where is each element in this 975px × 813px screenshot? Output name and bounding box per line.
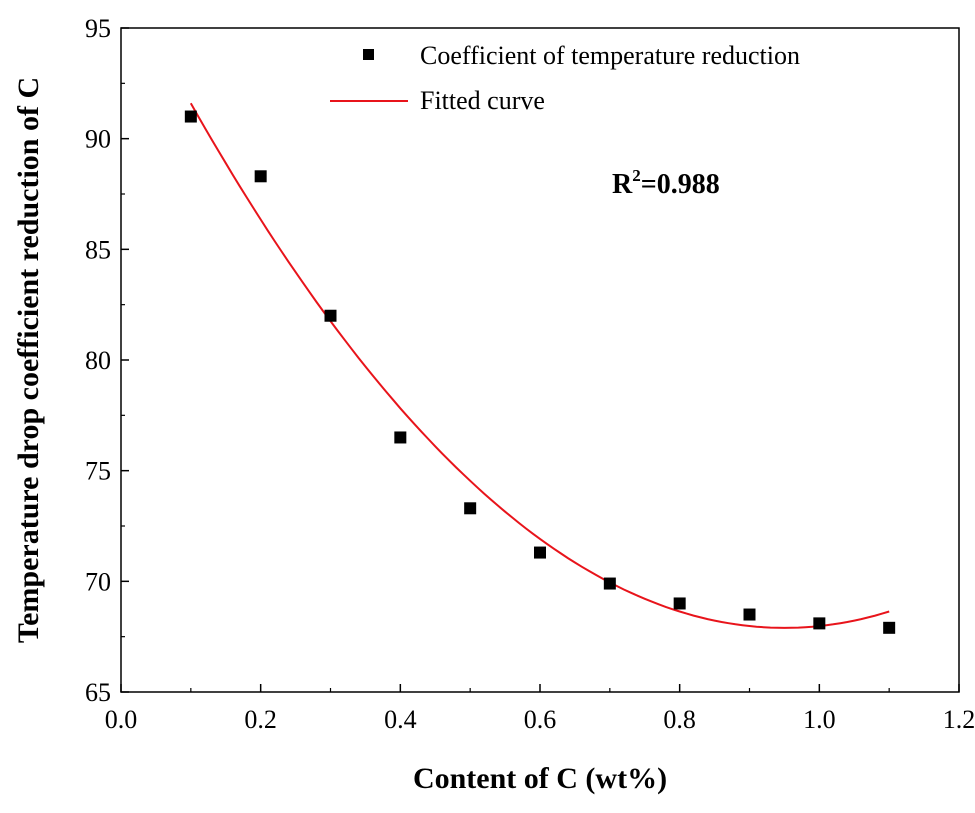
r-superscript: 2 [632,166,641,185]
data-point [673,597,686,610]
data-point [324,309,337,322]
data-point [813,617,826,630]
data-point [603,577,616,590]
y-tick-label: 80 [85,346,111,375]
marks-layer [184,102,896,634]
plot-frame [120,27,960,693]
y-tick-label: 85 [85,235,111,264]
fitted-curve-line [189,102,890,629]
legend-label-fit: Fitted curve [420,86,545,115]
y-axis-label: Temperature drop coefficient reduction o… [12,77,45,643]
legend: Coefficient of temperature reduction Fit… [330,41,800,115]
y-axis: 65 70 75 80 85 90 95 [85,14,129,707]
data-point [464,502,477,515]
y-tick-label: 90 [85,125,111,154]
x-tick-label: 1.2 [943,705,975,734]
data-point [743,608,756,621]
x-tick-label: 0.4 [384,705,417,734]
x-axis-label: Content of C (wt%) [413,762,667,795]
r-value: =0.988 [641,169,720,200]
r-label: R [612,169,633,200]
data-point [254,170,267,183]
data-point [184,110,197,123]
legend-label-scatter: Coefficient of temperature reduction [420,41,800,70]
x-tick-label: 1.0 [803,705,836,734]
data-point [394,431,407,444]
y-tick-label: 65 [85,678,111,707]
x-axis: 0.0 0.2 0.4 0.6 0.8 1.0 1.2 [105,684,975,734]
r-squared-annotation: R2=0.988 [612,166,720,200]
x-tick-label: 0.8 [663,705,696,734]
data-point [883,621,896,634]
x-tick-label: 0.0 [105,705,138,734]
data-point [534,546,546,559]
y-tick-label: 70 [85,567,111,596]
y-tick-label: 95 [85,14,111,43]
legend-marker-scatter [363,49,374,60]
x-tick-label: 0.6 [524,705,557,734]
x-tick-label: 0.2 [244,705,277,734]
y-tick-label: 75 [85,457,111,486]
